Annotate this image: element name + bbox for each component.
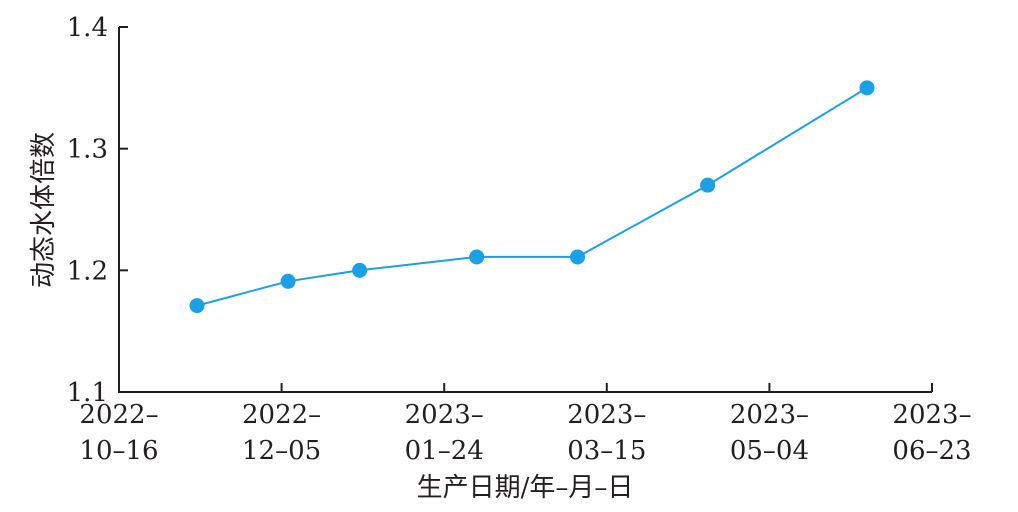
x-tick-label-date: 03–15: [567, 436, 646, 466]
data-point: [700, 177, 716, 193]
x-axis-title: 生产日期/年–月–日: [417, 473, 634, 503]
x-tick-label-date: 05–04: [730, 436, 809, 466]
y-tick-label: 1.1: [67, 378, 108, 408]
data-point: [570, 249, 586, 265]
data-point: [859, 80, 875, 96]
x-tick-label-year: 2023–: [730, 400, 809, 430]
series-line: [196, 86, 868, 307]
y-tick-label: 1.2: [67, 256, 108, 286]
y-tick-label: 1.4: [67, 13, 108, 43]
x-tick-label-date: 12–05: [242, 436, 321, 466]
data-point: [352, 262, 368, 278]
axes: [118, 27, 932, 393]
x-tick-label-year: 2022–: [79, 400, 158, 430]
x-tick-label-year: 2023–: [892, 400, 971, 430]
x-tick-label-year: 2023–: [405, 400, 484, 430]
data-point: [469, 249, 485, 265]
data-point: [280, 273, 296, 289]
y-ticks: 1.1 1.2 1.3 1.4: [67, 13, 128, 408]
series-layer: [189, 80, 875, 314]
x-tick-label-year: 2023–: [567, 400, 646, 430]
x-tick-label-date: 06–23: [892, 436, 971, 466]
y-tick-label: 1.3: [67, 135, 108, 165]
data-point: [189, 298, 205, 314]
x-tick-label-date: 10–16: [79, 436, 158, 466]
x-tick-label-year: 2022–: [242, 400, 321, 430]
x-tick-label-date: 01–24: [405, 436, 484, 466]
y-axis-title: 动态水体倍数: [29, 132, 59, 288]
x-ticks: 2022– 10–16 2022– 12–05 2023– 01–24 2023– 03–15…: [79, 383, 972, 466]
